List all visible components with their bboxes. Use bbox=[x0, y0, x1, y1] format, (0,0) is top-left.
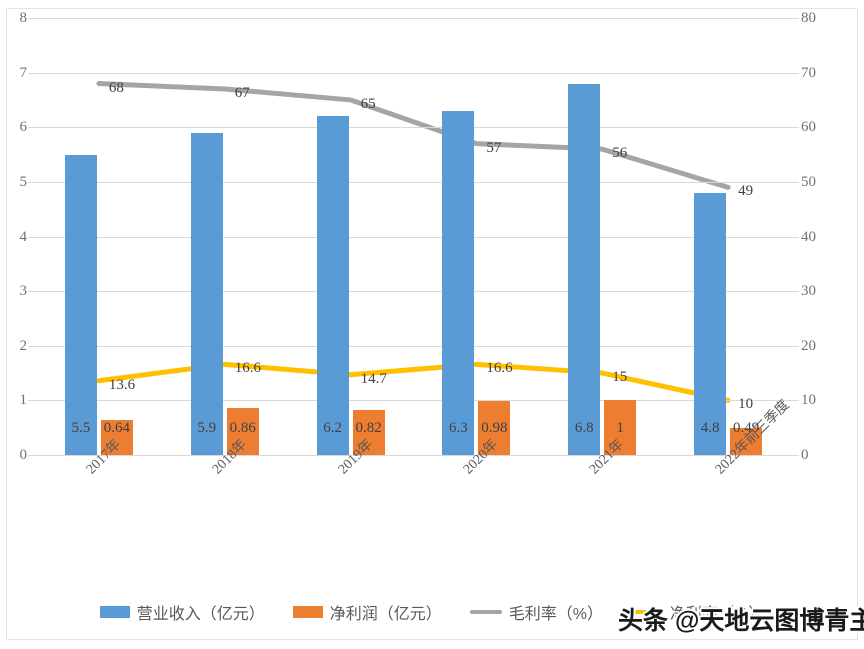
gridline bbox=[36, 236, 791, 238]
bar-revenue bbox=[568, 83, 601, 455]
y-axis-left-tickmark bbox=[28, 400, 36, 402]
gridline bbox=[36, 291, 791, 293]
y-axis-right-tickmark bbox=[791, 127, 799, 129]
y-axis-right-tickmark bbox=[791, 72, 799, 74]
y-axis-left-tick-label: 4 bbox=[19, 228, 28, 245]
y-axis-left-tick-label: 2 bbox=[19, 337, 28, 354]
bar-value-label: 0.98 bbox=[481, 420, 508, 436]
legend-swatch-box-icon bbox=[99, 606, 130, 618]
gridline bbox=[36, 18, 791, 19]
y-axis-right-tick-label: 80 bbox=[801, 10, 816, 26]
y-axis-left-tick-label: 5 bbox=[19, 173, 28, 190]
legend-label: 营业收入（亿元） bbox=[136, 606, 265, 623]
legend-item[interactable]: 净利润（亿元） bbox=[292, 600, 442, 624]
y-axis-right-tick-label: 50 bbox=[801, 173, 816, 190]
bar-value-label: 6.8 bbox=[574, 420, 594, 436]
line-value-label: 56 bbox=[612, 145, 628, 162]
bar-net-profit bbox=[478, 401, 511, 455]
y-axis-left-tick-label: 0 bbox=[19, 447, 28, 463]
y-axis-left-tickmark bbox=[28, 127, 36, 129]
y-axis-left-tickmark bbox=[28, 345, 36, 347]
y-axis-right-tick-label: 20 bbox=[801, 337, 816, 354]
bar-value-label: 5.5 bbox=[71, 420, 91, 436]
y-axis-left-tick-label: 7 bbox=[19, 64, 28, 81]
y-axis-left-tickmark bbox=[28, 291, 36, 293]
line-value-label: 67 bbox=[234, 85, 250, 101]
y-axis-left-tickmark bbox=[28, 236, 36, 238]
y-axis-right-tick-label: 30 bbox=[801, 283, 816, 300]
gridline bbox=[36, 181, 791, 183]
bar-net-profit bbox=[604, 400, 637, 455]
y-axis-left-tick-label: 6 bbox=[19, 119, 28, 136]
line-value-label: 16.6 bbox=[234, 360, 261, 377]
legend-label: 净利润（亿元） bbox=[329, 606, 442, 623]
line-value-label: 49 bbox=[738, 183, 754, 200]
gridline bbox=[36, 345, 791, 347]
legend-swatch-box-icon bbox=[292, 606, 323, 618]
bar-value-label: 6.2 bbox=[323, 420, 342, 436]
y-axis-right-tickmark bbox=[791, 345, 799, 347]
bar-revenue bbox=[64, 154, 97, 455]
legend-item[interactable]: 营业收入（亿元） bbox=[99, 600, 265, 624]
y-axis-left-tickmark bbox=[28, 181, 36, 183]
line-value-label: 10 bbox=[738, 396, 754, 413]
bar-net-profit bbox=[730, 428, 763, 455]
bar-revenue bbox=[316, 116, 349, 455]
bar-revenue bbox=[442, 110, 475, 455]
y-axis-left-tick-label: 8 bbox=[19, 10, 28, 26]
bar-value-label: 5.9 bbox=[197, 420, 217, 436]
gridline bbox=[36, 400, 791, 402]
y-axis-right-tick-label: 60 bbox=[801, 119, 816, 136]
line-value-label: 14.7 bbox=[360, 370, 387, 387]
y-axis-left-tickmark bbox=[28, 455, 36, 456]
y-axis-right-tick-label: 40 bbox=[801, 228, 816, 245]
bar-value-label: 0.86 bbox=[229, 420, 256, 436]
bar-revenue bbox=[190, 132, 223, 455]
y-axis-left-tickmark bbox=[28, 72, 36, 74]
y-axis-right-tick-label: 10 bbox=[801, 392, 816, 409]
bar-net-profit bbox=[100, 420, 133, 455]
y-axis-right-tickmark bbox=[791, 236, 799, 238]
legend-item[interactable]: 净利率（%） bbox=[631, 600, 764, 624]
y-axis-left-tick-label: 3 bbox=[19, 283, 28, 300]
legend-label: 毛利率（%） bbox=[508, 606, 604, 623]
y-axis-right-tickmark bbox=[791, 18, 799, 19]
y-axis-left-tickmark bbox=[28, 18, 36, 19]
gridline bbox=[36, 72, 791, 74]
bar-value-label: 0.64 bbox=[103, 420, 131, 436]
line-value-label: 57 bbox=[486, 139, 502, 156]
line-value-label: 16.6 bbox=[486, 360, 513, 377]
y-axis-right-tickmark bbox=[791, 400, 799, 402]
gridline bbox=[36, 127, 791, 129]
y-axis-left-tick-label: 1 bbox=[19, 392, 28, 409]
bar-value-label: 0.49 bbox=[732, 420, 760, 436]
legend-label: 净利率（%） bbox=[670, 606, 765, 623]
y-axis-right-tickmark bbox=[791, 291, 799, 293]
legend-bottom-divider bbox=[7, 639, 857, 640]
line-value-label: 13.6 bbox=[108, 376, 136, 393]
chart-plot-area: 0 1 2 3 4 5 6 7 8 0 10 20 30 40 50 60 70 80 5.5 5.9 6.2 6.3 6.… bbox=[20, 11, 817, 463]
y-axis-right-tick-label: 70 bbox=[801, 64, 816, 81]
y-axis-right-tickmark bbox=[791, 455, 799, 456]
bar-value-label: 1 bbox=[616, 420, 625, 436]
legend-swatch-line-icon bbox=[469, 610, 502, 614]
y-axis-right-tick-label: 0 bbox=[801, 447, 809, 463]
bar-revenue bbox=[694, 192, 727, 455]
bar-net-profit bbox=[352, 410, 385, 455]
bar-value-label: 0.82 bbox=[355, 420, 382, 436]
line-value-label: 65 bbox=[360, 95, 376, 112]
legend-item[interactable]: 毛利率（%） bbox=[469, 600, 604, 624]
legend-swatch-line-icon bbox=[631, 610, 664, 614]
chart-legend: 营业收入（亿元） 净利润（亿元） 毛利率（%） 净利率（%） bbox=[0, 600, 864, 624]
bar-net-profit bbox=[226, 408, 259, 455]
y-axis-right-tickmark bbox=[791, 181, 799, 183]
line-value-label: 15 bbox=[612, 369, 628, 386]
bar-value-label: 4.8 bbox=[700, 420, 720, 436]
line-value-label: 68 bbox=[108, 79, 124, 96]
category-axis-line bbox=[36, 455, 791, 456]
bar-value-label: 6.3 bbox=[449, 420, 468, 436]
